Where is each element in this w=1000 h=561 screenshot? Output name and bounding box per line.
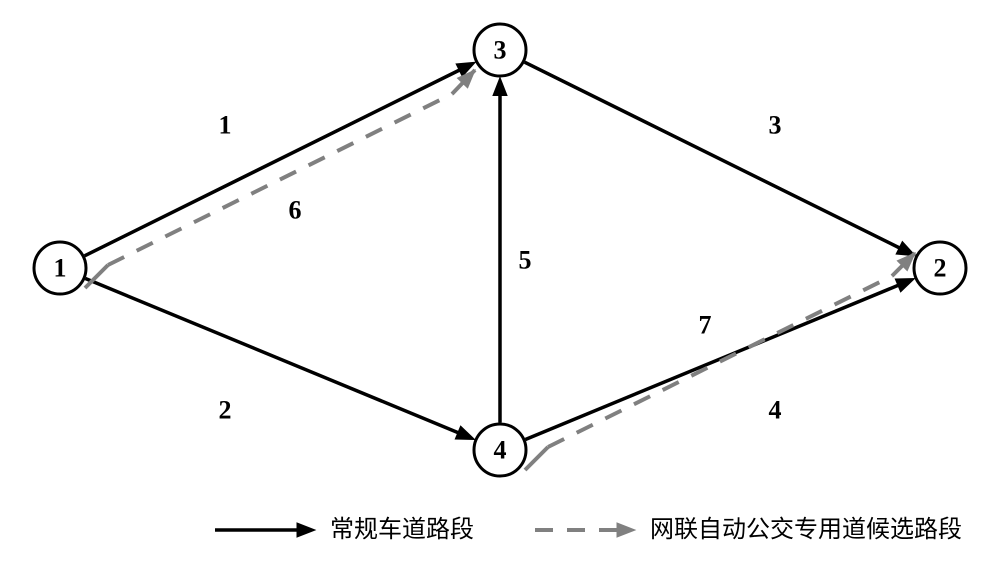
edge-dashed-kink: [525, 447, 548, 470]
edge-solid: [85, 67, 466, 256]
edge-label: 3: [769, 111, 782, 140]
edge-label: 1: [219, 111, 232, 140]
edge-label: 7: [699, 311, 712, 340]
graph-node-label: 2: [934, 254, 947, 283]
graph-node-label: 3: [494, 36, 507, 65]
edge-label: 6: [289, 196, 302, 225]
edge-dashed: [548, 276, 892, 447]
edge-solid: [85, 279, 464, 436]
edge-label: 4: [769, 396, 782, 425]
edge-solid: [525, 62, 906, 251]
edge-label: 2: [219, 396, 232, 425]
legend-label: 常规车道路段: [330, 516, 474, 543]
graph-node-label: 4: [494, 436, 507, 465]
edge-solid: [525, 283, 904, 440]
graph-node-label: 1: [54, 254, 67, 283]
edge-label: 5: [519, 246, 532, 275]
network-diagram: 1 2 3 4 5 6 7 1 2 3 4 常规车道路段 网联自动公交专用道候选路段: [0, 0, 1000, 561]
legend-label: 网联自动公交专用道候选路段: [650, 516, 962, 543]
edge-dashed: [108, 94, 452, 265]
